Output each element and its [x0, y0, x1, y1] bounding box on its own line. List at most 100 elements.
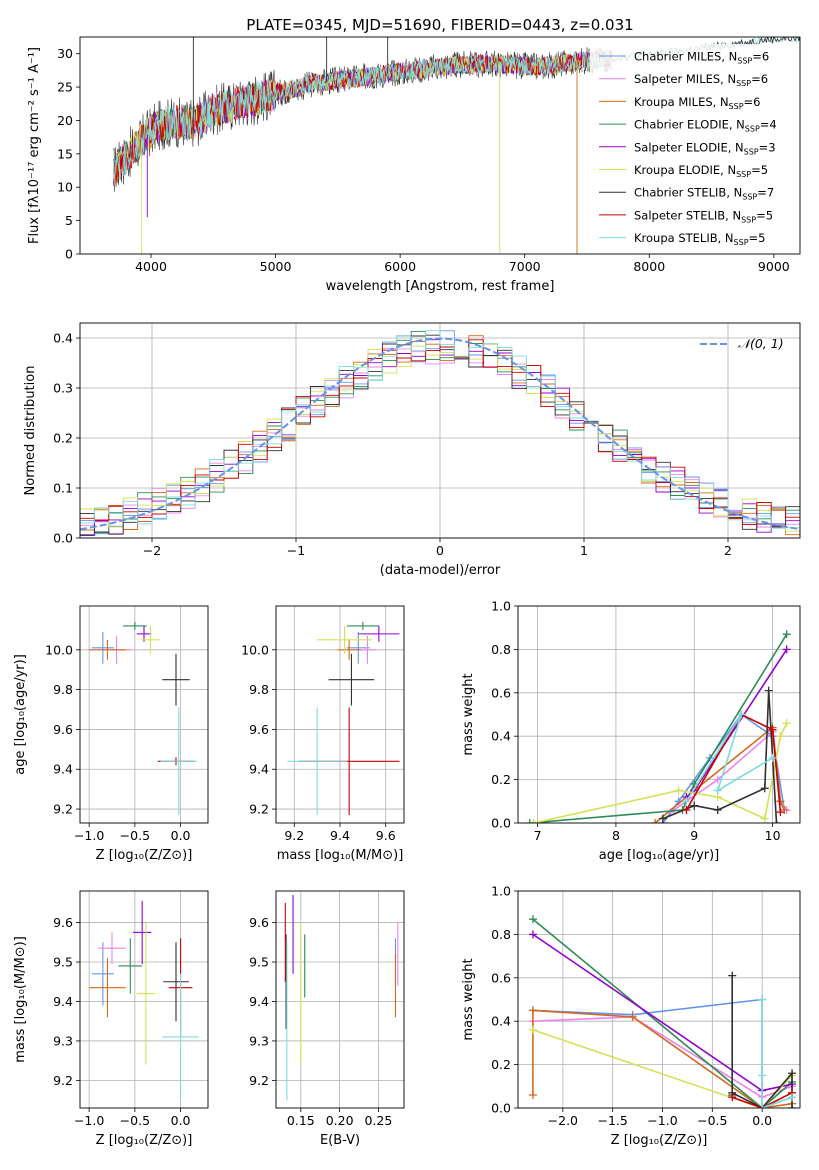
axes-frame: [275, 605, 405, 824]
legend-label: Kroupa MILES, NSSP=6: [634, 95, 760, 111]
y-tick-label: 9.4: [249, 762, 269, 777]
x-tick-label: 8: [612, 828, 620, 843]
x-tick-label: 7: [534, 828, 542, 843]
x-tick-label: −2: [143, 543, 161, 558]
x-tick-label: 9000: [758, 259, 790, 274]
weight-marker-kroupa_stelib: [768, 753, 777, 762]
weight-line-kroupa_stelib: [761, 999, 793, 1108]
y-tick-label: 0.4: [53, 331, 73, 346]
chart-title: PLATE=0345, MJD=51690, FIBERID=0443, z=0…: [246, 16, 633, 34]
weight-marker-chabrier_elodie: [525, 819, 534, 823]
y-tick-label: 1.0: [491, 884, 511, 899]
y-tick-label: 10.0: [45, 642, 73, 657]
x-tick-label: 6000: [384, 259, 416, 274]
weight-line-chabrier_stelib: [731, 975, 793, 1108]
y-tick-label: 9.6: [53, 915, 73, 930]
x-tick-label: 0.0: [171, 1113, 191, 1128]
panel-mass-vs-Z: −1.0 −0.5 0.0 9.2 9.3 9.4 9.5 9.6 Z [log₁₀(Z/Z⊙)…: [13, 890, 209, 1148]
x-tick-label: 7000: [509, 259, 541, 274]
weight-marker-salpeter_stelib: [682, 805, 691, 814]
axes-frame: [517, 605, 801, 824]
y-tick-label: 9.2: [53, 1073, 73, 1088]
x-tick-label: −1: [287, 543, 305, 558]
panel-spectrum: 4000 5000 6000 7000 8000 9000 0 5 10 15 20 25 30 wave…: [27, 16, 801, 294]
y-tick-label: 0.4: [491, 729, 511, 744]
plot-area: [89, 621, 198, 816]
weight-marker-salpeter_stelib: [776, 808, 785, 817]
legend: Chabrier MILES, NSSP=6 Salpeter MILES, NS…: [590, 44, 797, 250]
y-axis-label: mass [log₁₀(M/M⊙)]: [13, 936, 28, 1063]
weight-line-chabrier_elodie: [532, 918, 793, 1108]
y-tick-label: 0: [65, 247, 73, 262]
axes-frame: [79, 322, 801, 539]
y-axis-label: age [log₁₀(age/yr)]: [13, 654, 28, 775]
y-axis-label: mass weight: [461, 958, 476, 1040]
weight-marker-kroupa_elodie: [674, 786, 683, 795]
legend: 𝒩(0, 1): [700, 336, 784, 351]
legend-label: Kroupa STELIB, NSSP=5: [634, 231, 765, 247]
y-tick-label: 0.8: [491, 927, 511, 942]
panel-weight-vs-age: 7 8 9 10 0.0 0.2 0.4 0.6 0.8 1.0 age [log₁₀(age/yr…: [461, 599, 801, 863]
plot-area: [528, 915, 797, 1108]
legend-label: Chabrier MILES, NSSP=6: [634, 50, 769, 66]
weight-marker-kroupa_elodie: [776, 732, 785, 741]
x-tick-label: 0.25: [364, 1113, 392, 1128]
weight-marker-kroupa_stelib: [682, 797, 691, 806]
y-tick-label: 9.4: [53, 762, 73, 777]
x-tick-label: −1.5: [597, 1113, 627, 1128]
weight-marker-kroupa_stelib: [758, 1071, 767, 1080]
axes-frame: [275, 890, 405, 1109]
y-tick-label: 9.3: [53, 1033, 73, 1048]
y-tick-label: 9.6: [53, 722, 73, 737]
x-axis-label: E(B-V): [320, 1133, 360, 1148]
weight-marker-chabrier_stelib: [713, 805, 722, 814]
weight-marker-chabrier_stelib: [788, 1069, 797, 1078]
legend-label: Salpeter MILES, NSSP=6: [634, 72, 768, 88]
x-tick-label: −0.5: [120, 1113, 150, 1128]
plot-area: [284, 894, 399, 1101]
weight-line-salpeter_miles: [670, 730, 788, 813]
y-tick-label: 9.4: [53, 994, 73, 1009]
x-tick-label: 9: [690, 828, 698, 843]
weight-marker-kroupa_elodie: [529, 819, 538, 823]
x-tick-label: 0: [436, 543, 444, 558]
weight-marker-chabrier_stelib: [772, 819, 781, 823]
weight-line-salpeter_stelib: [685, 713, 782, 813]
plot-area: [80, 330, 800, 536]
y-tick-label: 0.4: [491, 1014, 511, 1029]
x-axis-label: Z [log₁₀(Z/Z⊙)]: [96, 848, 193, 863]
x-tick-label: 9.2: [284, 828, 304, 843]
y-tick-label: 20: [57, 113, 73, 128]
weight-line-kroupa_elodie: [533, 722, 788, 823]
weight-marker-kroupa_miles: [651, 819, 660, 823]
weight-line-salpeter_stelib: [731, 1092, 793, 1108]
weight-marker-salpeter_elodie: [528, 930, 537, 939]
plot-area: [287, 621, 400, 816]
weight-marker-salpeter_stelib: [728, 1093, 737, 1102]
legend-label: Kroupa ELODIE, NSSP=5: [634, 163, 768, 179]
weight-marker-chabrier_stelib: [690, 801, 699, 810]
x-axis-label: Z [log₁₀(Z/Z⊙)]: [611, 1133, 708, 1148]
y-tick-label: 9.2: [53, 802, 73, 817]
plot-area: [525, 630, 791, 823]
weight-marker-chabrier_stelib: [764, 686, 773, 695]
axes-frame: [79, 36, 801, 255]
y-tick-label: 9.8: [249, 682, 269, 697]
y-tick-label: 10.0: [241, 642, 269, 657]
axes-frame: [517, 890, 801, 1109]
plot-area: [89, 900, 199, 1101]
weight-marker-kroupa_miles: [528, 1090, 537, 1099]
legend-label: Salpeter ELODIE, NSSP=3: [634, 140, 776, 156]
x-axis-label: wavelength [Angstrom, rest frame]: [326, 279, 555, 294]
y-tick-label: 0.3: [53, 381, 73, 396]
y-tick-label: 1.0: [491, 599, 511, 614]
x-axis-label: age [log₁₀(age/yr)]: [599, 848, 720, 863]
y-axis-label: Normed distribution: [23, 366, 38, 496]
y-tick-label: 9.2: [249, 802, 269, 817]
normal-curve: [80, 337, 798, 531]
panel-mass-vs-ebv: 0.15 0.20 0.25 9.2 9.3 9.4 9.5 9.6 E(B-V): [249, 890, 405, 1148]
legend-label: Chabrier ELODIE, NSSP=4: [634, 118, 777, 134]
weight-marker-kroupa_miles: [628, 1012, 637, 1021]
y-tick-label: 0.2: [491, 772, 511, 787]
